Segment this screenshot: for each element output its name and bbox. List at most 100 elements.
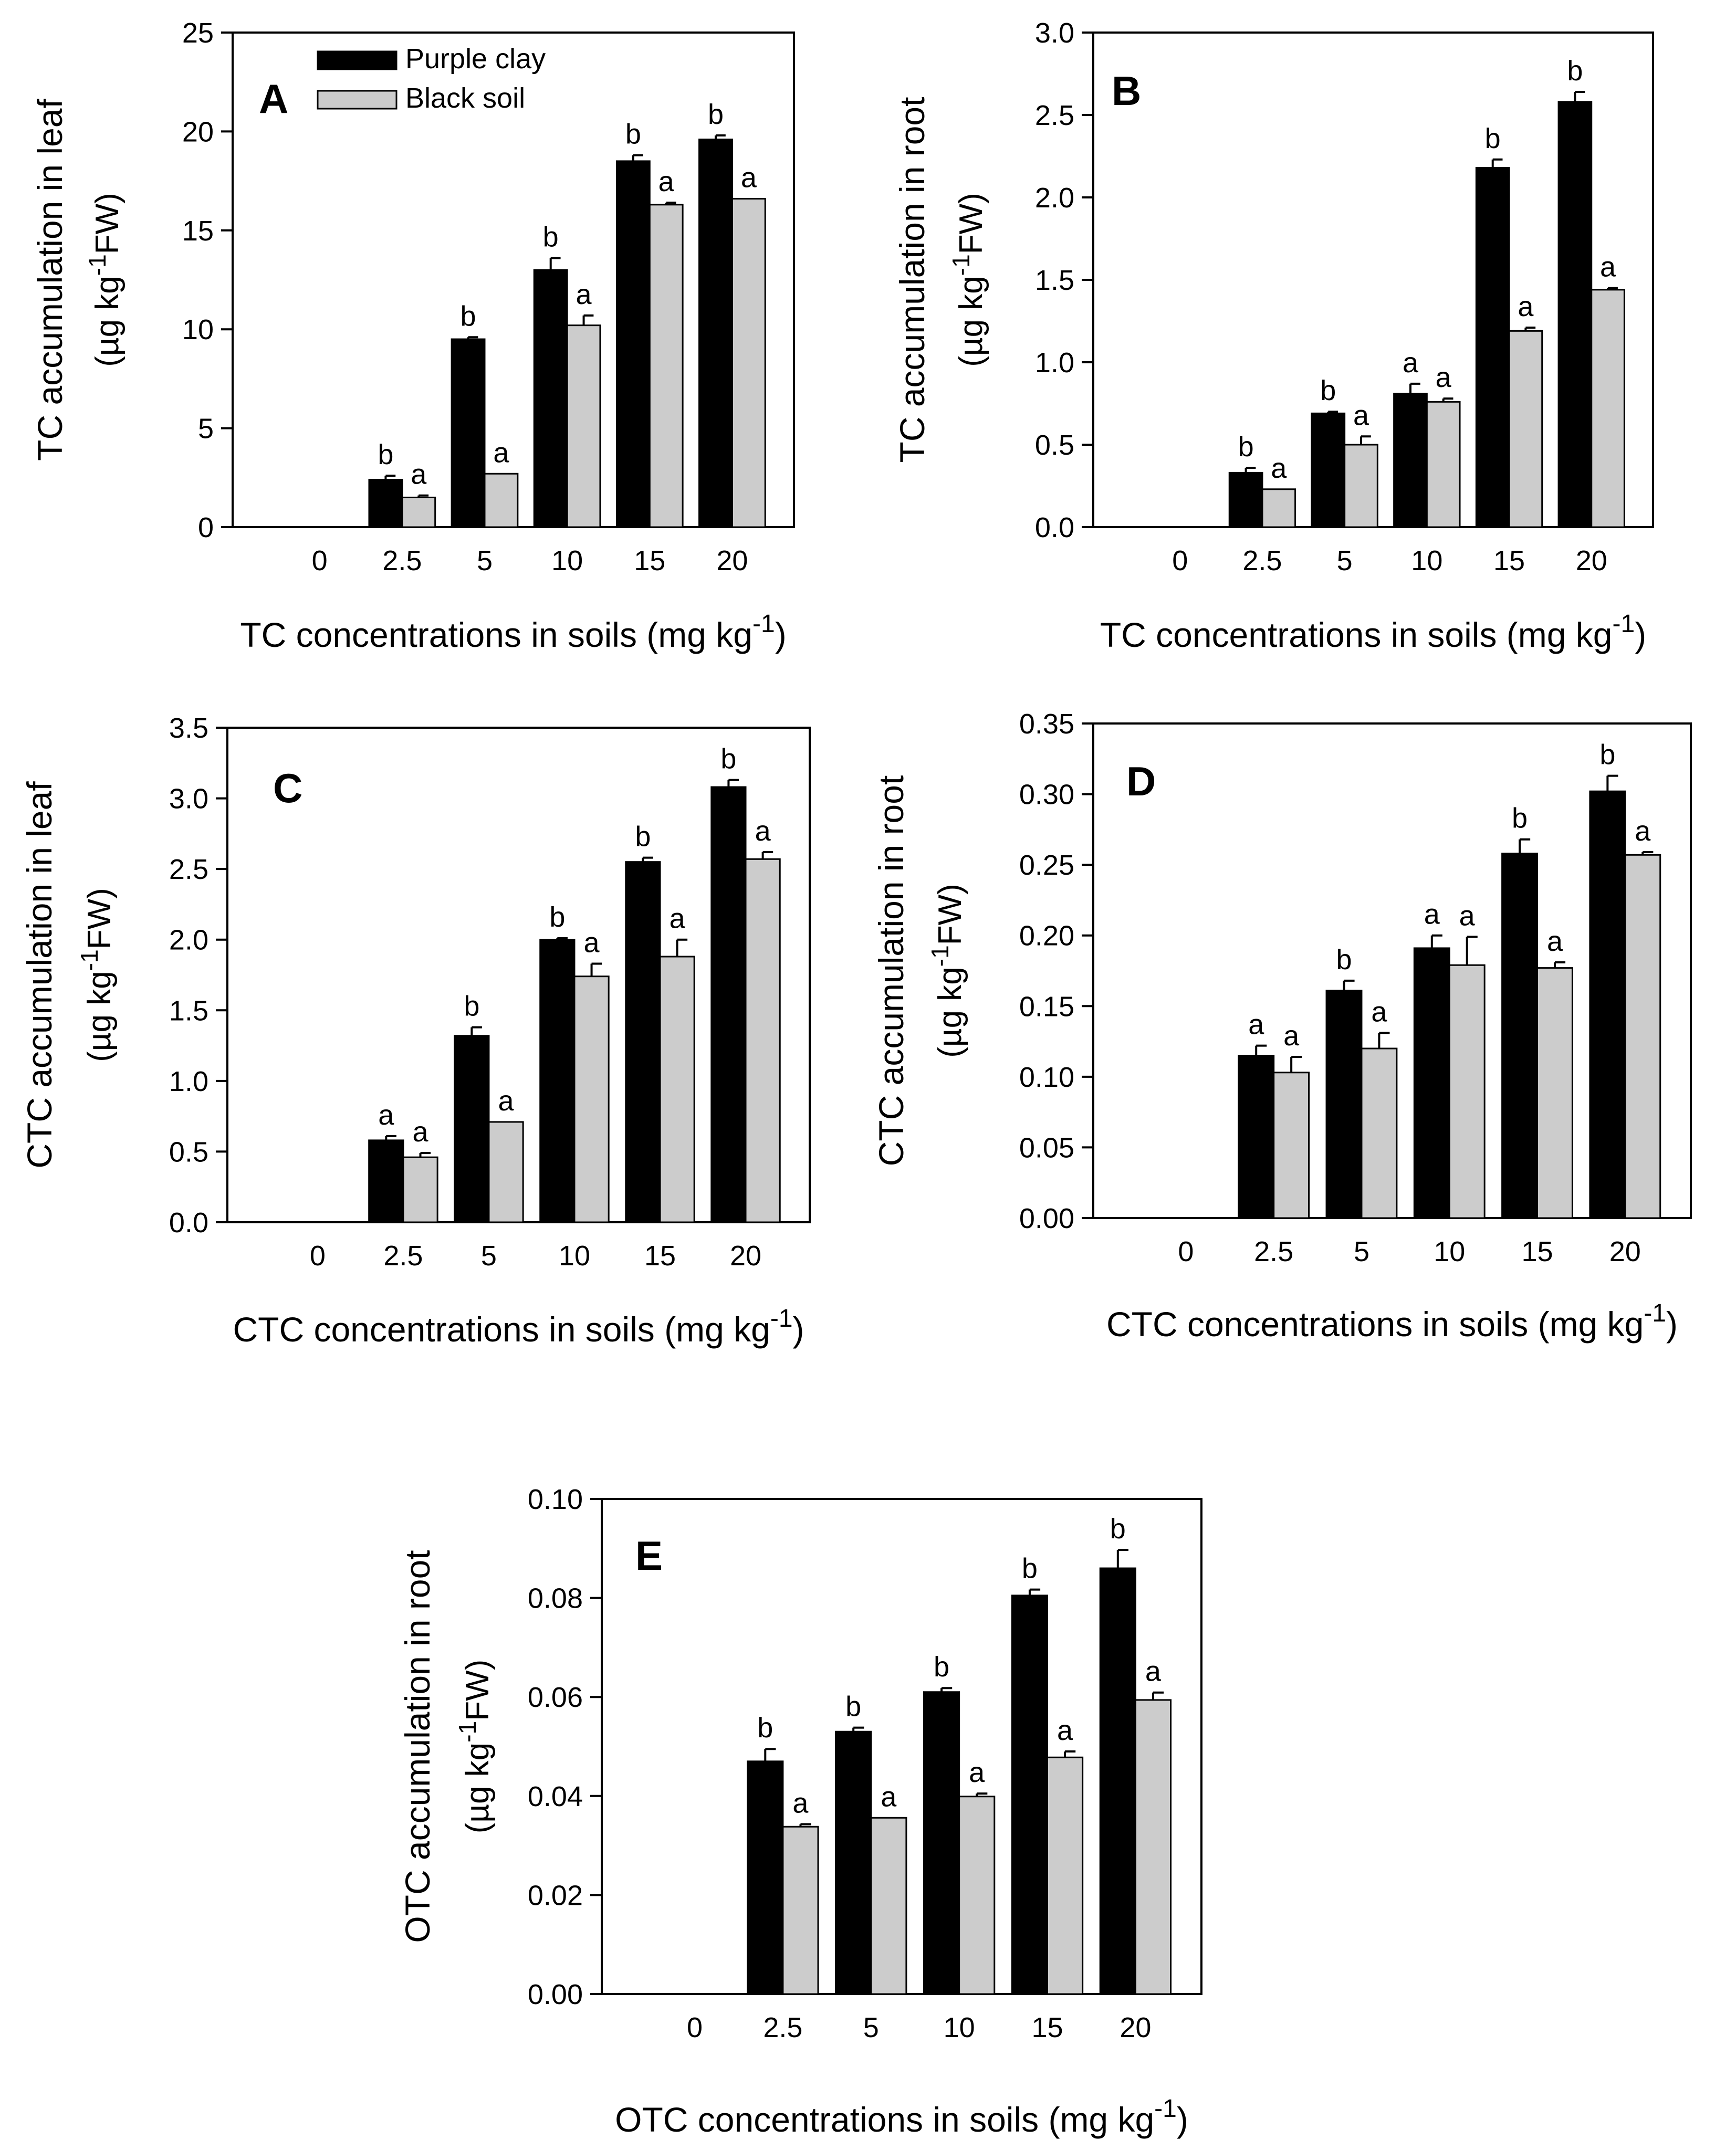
x-label-sup: -1 — [1613, 610, 1635, 638]
x-axis-label: CTC concentrations in soils (mg kg-1) — [233, 1305, 804, 1349]
x-tick-label: 2.5 — [1242, 545, 1282, 576]
significance-label: b — [1512, 803, 1528, 834]
x-tick-label: 2.5 — [763, 2012, 802, 2043]
significance-label: a — [881, 1781, 897, 1812]
y-unit-text: (µg kg — [81, 971, 118, 1062]
y-unit-text: (µg kg — [89, 276, 126, 367]
bar-purple-clay — [368, 1139, 404, 1223]
y-tick-label: 0.25 — [1019, 849, 1074, 881]
significance-label: a — [1271, 453, 1287, 484]
bar-purple-clay — [747, 1760, 784, 1995]
y-unit-sup: -1 — [83, 254, 111, 276]
chart-panel-b: 0.00.51.01.52.02.53.00 2.5 5 10 15 20bbabbaaa… — [893, 17, 1654, 654]
significance-label: b — [625, 119, 641, 150]
y-axis-unit: (µg kg-1FW) — [926, 884, 968, 1058]
bar-black-soil — [1134, 1699, 1172, 1995]
y-axis-label: CTC accumulation in root — [872, 775, 911, 1167]
panel-label: E — [635, 1533, 663, 1579]
y-axis-label: CTC accumulation in leaf — [20, 781, 59, 1169]
bar-purple-clay — [1099, 1567, 1136, 1995]
y-tick-label: 10 — [182, 314, 214, 345]
x-label-tail: ) — [1666, 1305, 1678, 1344]
y-unit-tail: FW) — [953, 193, 989, 254]
significance-label: a — [1436, 362, 1452, 393]
x-label-sup: -1 — [1644, 1299, 1666, 1327]
y-tick-label: 3.0 — [169, 783, 208, 815]
bar-black-soil — [401, 496, 436, 528]
panel-label: B — [1112, 68, 1141, 114]
bar-purple-clay — [1501, 853, 1539, 1219]
y-tick-label: 5 — [198, 413, 214, 445]
x-tick-label: 0 — [1178, 1236, 1194, 1267]
significance-label: b — [1485, 123, 1501, 154]
bar-purple-clay — [698, 138, 733, 528]
significance-label: a — [741, 162, 757, 194]
y-unit-tail: FW) — [81, 888, 118, 949]
y-tick-label: 0.04 — [528, 1781, 583, 1812]
x-tick-label: 20 — [1120, 2012, 1151, 2043]
y-axis-label: OTC accumulation in root — [398, 1550, 437, 1943]
x-tick-label: 15 — [1521, 1236, 1553, 1267]
x-tick-label: 10 — [559, 1240, 590, 1272]
bar-purple-clay — [539, 939, 576, 1223]
x-tick-label: 20 — [1576, 545, 1607, 576]
significance-label: a — [584, 927, 600, 958]
significance-label: b — [378, 439, 393, 470]
y-tick-label: 20 — [182, 116, 214, 148]
bar-black-soil — [484, 473, 519, 528]
legend-label-black-soil: Black soil — [405, 82, 525, 114]
x-label-sup: -1 — [1154, 2095, 1177, 2123]
x-tick-label: 15 — [1493, 545, 1525, 576]
significance-label: a — [412, 1116, 428, 1148]
y-axis-unit: (µg kg-1FW) — [947, 193, 989, 367]
significance-label: a — [670, 903, 686, 935]
significance-label: a — [1547, 926, 1563, 957]
bar-black-soil — [731, 198, 766, 528]
bar-purple-clay — [1557, 101, 1593, 528]
legend-swatch-black-soil — [317, 90, 398, 110]
x-tick-label: 15 — [1031, 2012, 1063, 2043]
significance-label: b — [1599, 739, 1615, 771]
y-axis-label: TC accumulation in leaf — [30, 99, 69, 461]
bar-black-soil — [870, 1817, 907, 1995]
significance-label: a — [1600, 251, 1616, 283]
y-tick-label: 0.05 — [1019, 1132, 1074, 1163]
x-tick-label: 20 — [716, 545, 748, 576]
legend-swatch-purple-clay — [317, 50, 398, 70]
chart-panel-c: 0.00.51.01.52.02.53.03.50 2.5 5 10 15 20abbbb… — [20, 712, 811, 1349]
x-axis-label: TC concentrations in soils (mg kg-1) — [240, 610, 786, 654]
bar-purple-clay — [625, 861, 661, 1223]
bar-black-soil — [488, 1121, 524, 1223]
significance-label: a — [1403, 347, 1419, 379]
x-tick-label: 0 — [312, 545, 328, 576]
y-tick-label: 0.0 — [1035, 512, 1074, 543]
bar-purple-clay — [1238, 1054, 1275, 1219]
bar-purple-clay — [615, 160, 651, 528]
x-tick-label: 5 — [1337, 545, 1353, 576]
significance-label: a — [411, 459, 427, 490]
significance-label: b — [635, 821, 651, 853]
y-tick-label: 0.10 — [1019, 1062, 1074, 1093]
bar-purple-clay — [1589, 790, 1626, 1219]
chart-panel-e: 0.00 0.02 0.04 0.06 0.08 0.10 0 2.5 5 10 15 20 b b b b b… — [398, 1484, 1202, 2139]
x-tick-label: 15 — [644, 1240, 676, 1272]
x-label-text: TC concentrations in soils (mg kg — [1100, 615, 1613, 654]
x-label-tail: ) — [793, 1310, 804, 1349]
bar-black-soil — [1344, 444, 1378, 528]
y-tick-label: 0.10 — [528, 1484, 583, 1515]
y-tick-label: 0.35 — [1019, 708, 1074, 740]
significance-label: a — [1459, 900, 1476, 931]
significance-label: a — [1057, 1715, 1073, 1746]
significance-label: a — [1145, 1656, 1162, 1687]
y-tick-label: 0.0 — [169, 1207, 208, 1239]
y-tick-label: 0.00 — [528, 1979, 583, 2010]
x-tick-label: 5 — [477, 545, 493, 576]
bar-black-soil — [1508, 330, 1543, 528]
x-tick-label: 20 — [1609, 1236, 1641, 1267]
bar-purple-clay — [1393, 393, 1428, 528]
significance-label: b — [934, 1651, 949, 1683]
bar-purple-clay — [1011, 1594, 1049, 1995]
significance-label: b — [461, 300, 476, 332]
bar-purple-clay — [1228, 471, 1263, 528]
